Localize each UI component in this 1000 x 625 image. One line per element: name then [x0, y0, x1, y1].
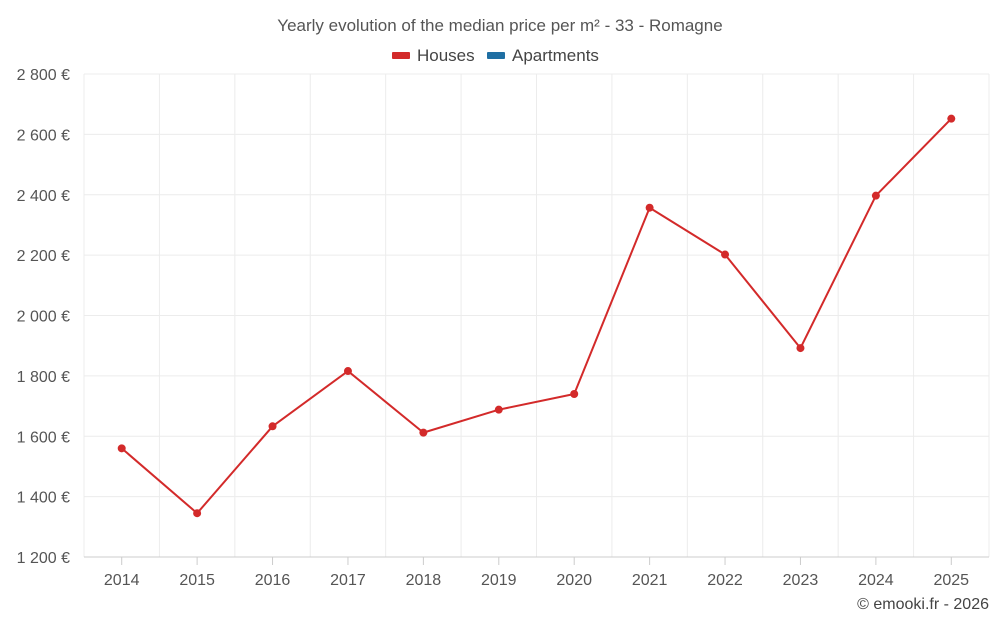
y-tick-label: 2 800 €: [17, 67, 70, 84]
x-tick-label: 2021: [632, 572, 668, 589]
grid: [83, 73, 990, 558]
x-tick-label: 2022: [707, 572, 743, 589]
series-line-houses: [121, 117, 953, 515]
data-point-houses-2025[interactable]: [947, 114, 956, 123]
x-tick-label: 2016: [255, 572, 291, 589]
x-tick-label: 2014: [104, 572, 140, 589]
data-point-houses-2022[interactable]: [721, 250, 730, 259]
y-tick-label: 1 800 €: [17, 369, 70, 386]
data-point-houses-2016[interactable]: [268, 422, 277, 431]
data-point-houses-2023[interactable]: [796, 344, 805, 353]
data-point-houses-2018[interactable]: [419, 428, 428, 437]
legend-item-houses[interactable]: Houses: [392, 46, 475, 65]
legend-label-apartments: Apartments: [512, 46, 599, 65]
y-tick-label: 2 000 €: [17, 309, 70, 326]
data-point-houses-2015[interactable]: [193, 509, 202, 518]
y-tick-label: 2 400 €: [17, 188, 70, 205]
y-tick-label: 1 200 €: [17, 550, 70, 567]
x-tick-label: 2017: [330, 572, 366, 589]
y-tick-label: 1 400 €: [17, 490, 70, 507]
series-houses: [117, 114, 956, 518]
x-tick-label: 2015: [179, 572, 215, 589]
x-tick-label: 2024: [858, 572, 894, 589]
data-point-houses-2017[interactable]: [343, 367, 352, 376]
y-tick-label: 2 200 €: [17, 248, 70, 265]
legend-label-houses: Houses: [417, 46, 475, 65]
x-tick-label: 2018: [406, 572, 442, 589]
x-tick-label: 2025: [933, 572, 969, 589]
x-tick-label: 2020: [556, 572, 592, 589]
legend-swatch-apartments: [487, 52, 505, 59]
chart-title: Yearly evolution of the median price per…: [277, 16, 722, 35]
data-point-houses-2019[interactable]: [494, 405, 503, 414]
y-tick-label: 2 600 €: [17, 127, 70, 144]
data-point-houses-2024[interactable]: [871, 191, 880, 200]
legend-swatch-houses: [392, 52, 410, 59]
data-point-houses-2020[interactable]: [570, 389, 579, 398]
legend-item-apartments[interactable]: Apartments: [487, 46, 599, 65]
y-tick-label: 1 600 €: [17, 429, 70, 446]
legend: Houses Apartments: [392, 46, 599, 65]
data-point-houses-2021[interactable]: [645, 203, 654, 212]
data-point-houses-2014[interactable]: [117, 444, 126, 453]
x-tick-label: 2019: [481, 572, 517, 589]
axes: 1 200 € 1 400 € 1 600 € 1 800 € 2 000 € 2 200…: [17, 67, 989, 589]
credit-text: © emooki.fr - 2026: [857, 596, 989, 613]
x-tick-label: 2023: [783, 572, 819, 589]
